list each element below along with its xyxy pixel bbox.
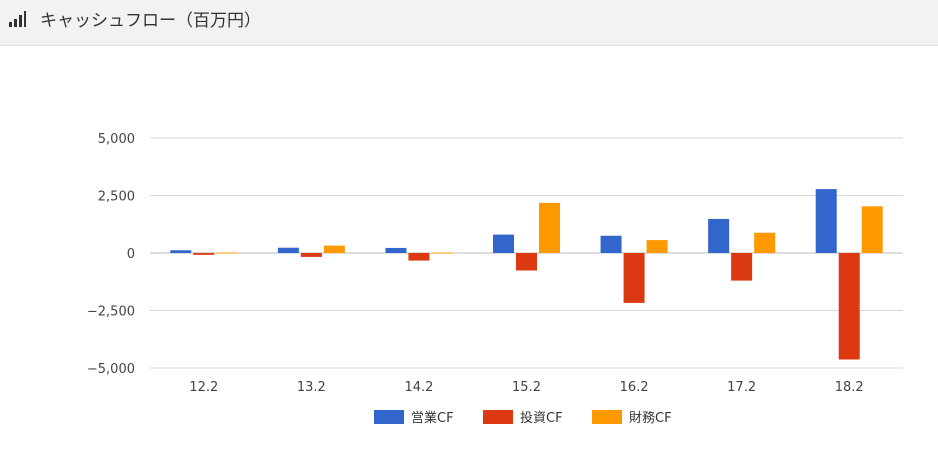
bar-営業CF-13.2[interactable]	[277, 247, 299, 253]
x-tick-label: 16.2	[620, 380, 649, 395]
y-tick-label: −2,500	[87, 305, 135, 320]
bar-財務CF-18.2[interactable]	[861, 206, 883, 253]
legend-swatch	[592, 410, 622, 424]
bar-投資CF-14.2[interactable]	[408, 253, 430, 261]
panel-header: キャッシュフロー（百万円）	[0, 0, 938, 46]
legend-label[interactable]: 財務CF	[629, 411, 672, 426]
bar-営業CF-18.2[interactable]	[815, 189, 837, 253]
bar-投資CF-12.2[interactable]	[193, 253, 215, 255]
y-tick-label: 0	[127, 247, 135, 262]
x-tick-label: 12.2	[189, 380, 218, 395]
cash-flow-chart: 5,000 2,500 0 −2,500 −5,000 12.2 13.2 14.2 15.2 1…	[87, 132, 903, 426]
x-tick-label: 14.2	[404, 380, 433, 395]
y-tick-label: −5,000	[87, 362, 135, 377]
bar-財務CF-12.2[interactable]	[216, 252, 238, 254]
legend-swatch	[483, 410, 513, 424]
bar-財務CF-15.2[interactable]	[539, 202, 560, 253]
panel-title: キャッシュフロー（百万円）	[40, 11, 261, 31]
bar-営業CF-17.2[interactable]	[708, 218, 730, 253]
legend-label[interactable]: 投資CF	[520, 410, 563, 426]
bar-投資CF-17.2[interactable]	[731, 253, 753, 281]
bar-営業CF-16.2[interactable]	[600, 235, 622, 253]
bar-財務CF-16.2[interactable]	[646, 240, 668, 253]
bar-投資CF-18.2[interactable]	[838, 253, 860, 360]
bar-投資CF-16.2[interactable]	[623, 253, 645, 303]
bar-財務CF-13.2[interactable]	[323, 245, 345, 253]
bar-営業CF-14.2[interactable]	[385, 247, 407, 253]
legend-label[interactable]: 営業CF	[411, 410, 454, 426]
legend-swatch	[374, 410, 404, 424]
x-tick-label: 15.2	[512, 380, 541, 395]
y-tick-label: 2,500	[98, 190, 135, 205]
bar-投資CF-13.2[interactable]	[300, 253, 322, 257]
bar-財務CF-17.2[interactable]	[754, 232, 776, 253]
bar-財務CF-14.2[interactable]	[431, 252, 453, 254]
x-tick-label: 13.2	[297, 380, 326, 395]
bar-営業CF-15.2[interactable]	[493, 234, 514, 253]
bar-営業CF-12.2[interactable]	[170, 250, 192, 253]
bar-chart-icon	[9, 11, 26, 27]
x-tick-label: 17.2	[727, 380, 756, 395]
y-tick-label: 5,000	[98, 132, 135, 147]
bar-投資CF-15.2[interactable]	[516, 253, 537, 271]
x-tick-label: 18.2	[835, 380, 864, 395]
